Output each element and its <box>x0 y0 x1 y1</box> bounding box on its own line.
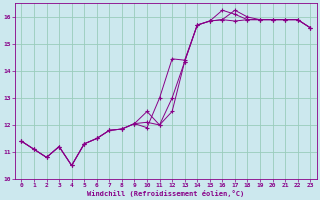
X-axis label: Windchill (Refroidissement éolien,°C): Windchill (Refroidissement éolien,°C) <box>87 190 244 197</box>
